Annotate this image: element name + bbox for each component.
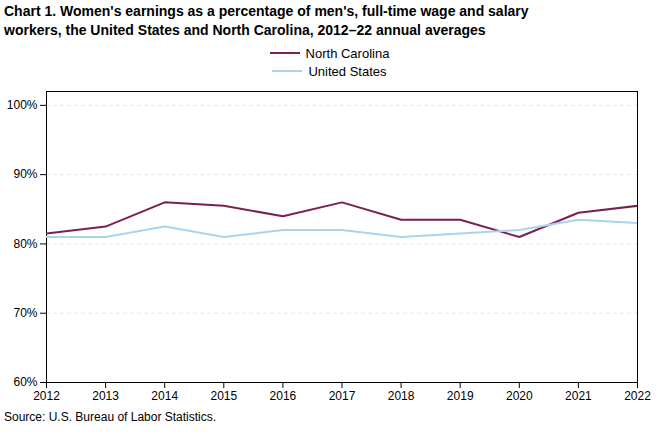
svg-text:100%: 100%: [7, 98, 38, 112]
svg-text:80%: 80%: [13, 237, 37, 251]
svg-text:2013: 2013: [92, 389, 119, 403]
svg-text:2015: 2015: [210, 389, 237, 403]
svg-text:2014: 2014: [151, 389, 178, 403]
svg-text:2019: 2019: [447, 389, 474, 403]
svg-text:2012: 2012: [33, 389, 60, 403]
html-text:North Carolina: North Carolina: [305, 45, 390, 61]
svg-text:2016: 2016: [270, 389, 297, 403]
svg-text:2021: 2021: [565, 389, 592, 403]
svg-text:70%: 70%: [13, 306, 37, 320]
html-text:Chart 1. Women's earnings as a: Chart 1. Women's earnings as a percentag…: [4, 3, 529, 19]
svg-text:2018: 2018: [388, 389, 415, 403]
html-text:workers, the United States and: workers, the United States and North Car…: [4, 21, 486, 38]
html-text:Source: U.S. Bureau of Labor S: Source: U.S. Bureau of Labor Statistics.: [4, 409, 217, 424]
svg-text:2020: 2020: [506, 389, 533, 403]
svg-text:60%: 60%: [13, 375, 37, 389]
svg-text:2017: 2017: [329, 389, 356, 403]
svg-text:90%: 90%: [13, 167, 37, 181]
svg-text:2022: 2022: [624, 389, 651, 403]
html-text:United States: United States: [308, 63, 387, 79]
